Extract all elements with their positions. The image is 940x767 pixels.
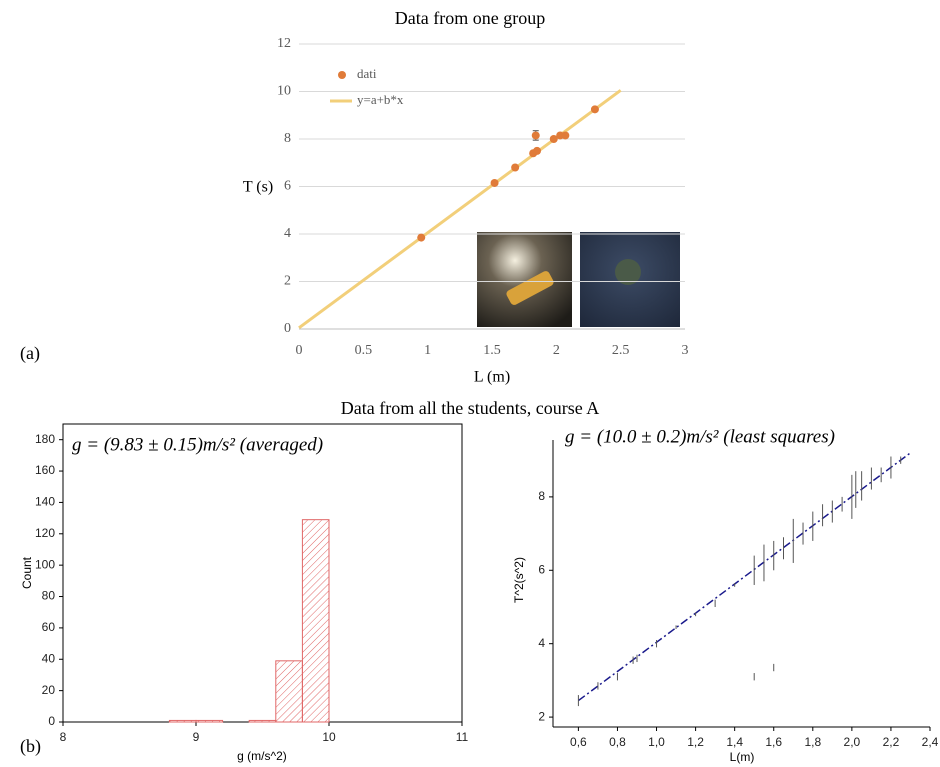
- histogram-bar: [275, 660, 303, 723]
- data-point: [531, 131, 540, 140]
- x-axis-label: L (m): [474, 369, 510, 386]
- panel-label: (b): [20, 736, 41, 757]
- data-point: [561, 131, 570, 140]
- x-tick-label: 2,2: [883, 735, 900, 749]
- y-tick-label: 100: [35, 557, 55, 571]
- y-axis-label: T^2(s^2): [512, 557, 526, 603]
- legend-label: dati: [357, 66, 377, 81]
- x-tick-label: 9: [193, 730, 200, 744]
- x-tick-label: 11: [456, 730, 469, 744]
- y-tick-label: 4: [538, 636, 545, 650]
- y-tick-label: 8: [284, 131, 291, 146]
- y-axis-label: T (s): [243, 179, 273, 196]
- y-tick-label: 60: [42, 620, 56, 634]
- y-tick-label: 12: [277, 36, 291, 51]
- y-tick-label: 4: [284, 226, 291, 241]
- y-tick-label: 180: [35, 432, 55, 446]
- x-tick-label: 1,0: [648, 735, 665, 749]
- y-tick-label: 6: [538, 562, 545, 576]
- y-tick-label: 80: [42, 589, 56, 603]
- section-heading: Data from all the students, course A: [341, 398, 599, 418]
- x-axis-label: g (m/s^2): [237, 749, 287, 763]
- x-tick-label: 2,0: [844, 735, 861, 749]
- y-tick-label: 2: [284, 274, 291, 289]
- x-tick-label: 0,6: [570, 735, 587, 749]
- photo-sphere-object: [615, 259, 641, 285]
- y-tick-label: 120: [35, 526, 55, 540]
- data-point: [549, 135, 558, 143]
- x-tick-label: 1: [424, 343, 431, 358]
- x-tick-label: 2: [553, 343, 560, 358]
- y-tick-label: 0: [284, 321, 291, 336]
- y-tick-label: 20: [42, 683, 56, 697]
- y-tick-label: 140: [35, 495, 55, 509]
- x-tick-label: 1.5: [483, 343, 501, 358]
- y-tick-label: 10: [277, 84, 291, 99]
- y-tick-label: 40: [42, 651, 56, 665]
- x-tick-label: 1,8: [804, 735, 821, 749]
- y-tick-label: 6: [284, 179, 291, 194]
- legend-label: y=a+b*x: [357, 92, 404, 107]
- chart: 0 2 4 6 8 10 12 0 0.5 1 1.5 2 2.5 3 Data from one grou…: [243, 8, 689, 386]
- x-tick-label: 3: [682, 343, 689, 358]
- panel-label: (a): [20, 343, 40, 364]
- x-tick-label: 0: [296, 343, 303, 358]
- y-tick-label: 160: [35, 463, 55, 477]
- y-tick-label: 2: [538, 709, 545, 723]
- histogram-bar: [195, 719, 224, 723]
- chart: 0 20 40 60 80 100 120 140 160 180 8 9 10 11 g = (9.83 …: [20, 423, 469, 763]
- histogram-bar: [168, 719, 197, 723]
- fit-line: [577, 452, 911, 702]
- y-axis-label: Count: [20, 556, 34, 589]
- x-axis-label: L(m): [730, 750, 755, 764]
- chart-title: g = (10.0 ± 0.2)m/s² (least squares): [565, 426, 835, 447]
- histogram-bar: [248, 719, 277, 723]
- fit-line: [298, 89, 622, 330]
- x-tick-label: 1,2: [687, 735, 704, 749]
- x-tick-label: 2.5: [612, 343, 630, 358]
- x-tick-label: 0.5: [355, 343, 373, 358]
- data-point: [590, 105, 599, 114]
- data-point: [490, 178, 499, 187]
- data-point: [417, 233, 426, 242]
- histogram-bar: [301, 519, 330, 723]
- x-tick-label: 1,6: [765, 735, 782, 749]
- data-point: [533, 146, 542, 155]
- chart-title: Data from one group: [395, 8, 545, 28]
- legend-swatch: [338, 71, 346, 79]
- chart-title: g = (9.83 ± 0.15)m/s² (averaged): [72, 434, 323, 455]
- photo-cylinder: [477, 232, 572, 327]
- photo-cylinder-object: [506, 271, 554, 305]
- y-tick-label: 0: [48, 714, 55, 728]
- x-tick-label: 1,4: [726, 735, 743, 749]
- data-point: [511, 163, 520, 172]
- photo-insets: [477, 232, 680, 327]
- plot-frame: [62, 423, 463, 723]
- x-tick-label: 0,8: [609, 735, 626, 749]
- x-tick-label: 10: [322, 730, 336, 744]
- x-tick-label: 2,4: [922, 735, 939, 749]
- chart: 2 4 6 8 0,6 0,8 1,0 1,2 1,4 1,6 1,8 2,0 2,2 2,4 g = (1…: [512, 426, 938, 764]
- x-tick-label: 8: [60, 730, 67, 744]
- y-tick-label: 8: [538, 489, 545, 503]
